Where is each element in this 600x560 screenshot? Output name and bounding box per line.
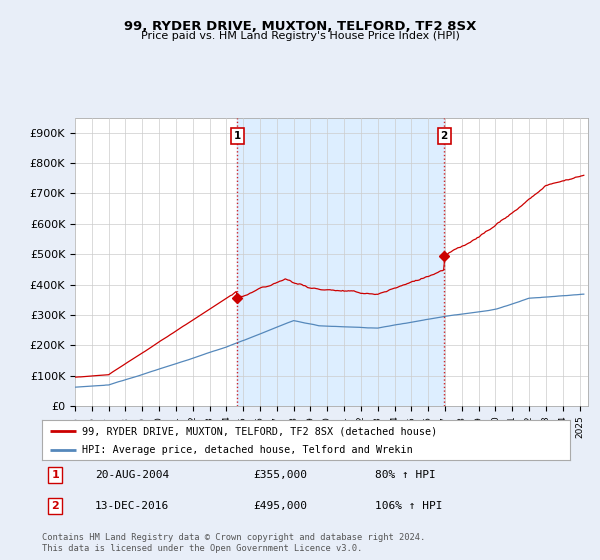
Text: 2: 2 <box>440 132 448 141</box>
Text: 99, RYDER DRIVE, MUXTON, TELFORD, TF2 8SX (detached house): 99, RYDER DRIVE, MUXTON, TELFORD, TF2 8S… <box>82 426 437 436</box>
Text: Contains HM Land Registry data © Crown copyright and database right 2024.
This d: Contains HM Land Registry data © Crown c… <box>42 533 425 553</box>
Text: £495,000: £495,000 <box>253 501 307 511</box>
Text: 1: 1 <box>52 470 59 480</box>
Text: 99, RYDER DRIVE, MUXTON, TELFORD, TF2 8SX: 99, RYDER DRIVE, MUXTON, TELFORD, TF2 8S… <box>124 20 476 32</box>
Text: HPI: Average price, detached house, Telford and Wrekin: HPI: Average price, detached house, Telf… <box>82 445 412 455</box>
Text: 106% ↑ HPI: 106% ↑ HPI <box>374 501 442 511</box>
Text: £355,000: £355,000 <box>253 470 307 480</box>
Text: 20-AUG-2004: 20-AUG-2004 <box>95 470 169 480</box>
Text: Price paid vs. HM Land Registry's House Price Index (HPI): Price paid vs. HM Land Registry's House … <box>140 31 460 41</box>
Text: 2: 2 <box>52 501 59 511</box>
Text: 1: 1 <box>233 132 241 141</box>
Bar <box>237 118 444 406</box>
Text: 13-DEC-2016: 13-DEC-2016 <box>95 501 169 511</box>
Text: 80% ↑ HPI: 80% ↑ HPI <box>374 470 436 480</box>
